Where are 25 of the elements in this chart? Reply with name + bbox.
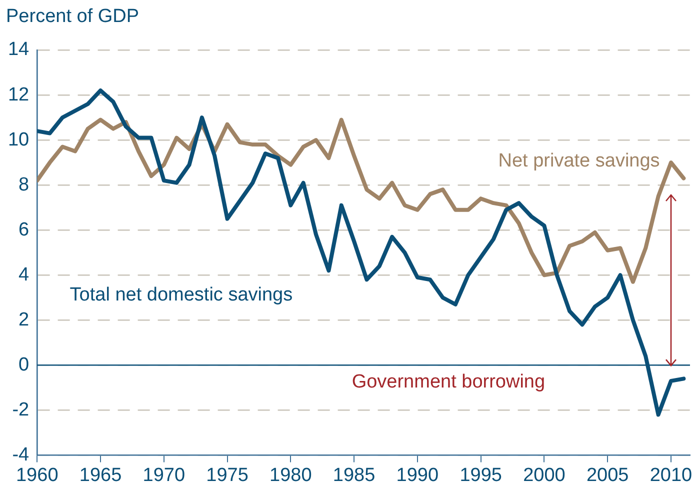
series-label: Net private savings (498, 150, 660, 172)
y-tick-label: 14 (8, 39, 30, 60)
x-tick-label: 1975 (206, 464, 248, 486)
y-axis-title: Percent of GDP (6, 6, 140, 28)
y-tick-label: -4 (12, 444, 30, 466)
x-tick-label: 1985 (332, 464, 376, 486)
x-tick-label: 1960 (16, 464, 58, 486)
text: Total net domestic savings (70, 284, 293, 306)
y-tick-label: 4 (18, 264, 30, 286)
x-tick-label: 2005 (586, 464, 629, 486)
annotation: Government borrowing (352, 372, 546, 392)
x-tick-label: 1995 (460, 464, 502, 486)
y-tick-label: -2 (12, 399, 30, 420)
x-tick-label: 1990 (396, 464, 439, 486)
x-tick-label: 1980 (270, 464, 312, 486)
y-tick-label: 6 (18, 219, 30, 240)
y-tick-label: 0 (18, 354, 30, 376)
x-tick-label: 1965 (79, 464, 122, 486)
x-tick-label: 2010 (650, 464, 692, 486)
x-tick-label: 2000 (523, 464, 566, 486)
y-tick-label: 8 (18, 174, 30, 196)
y-tick-label: 10 (8, 129, 30, 150)
y-tick-label: 2 (18, 309, 30, 330)
x-tick-label: 1970 (142, 464, 186, 486)
y-tick-label: 12 (8, 84, 30, 106)
